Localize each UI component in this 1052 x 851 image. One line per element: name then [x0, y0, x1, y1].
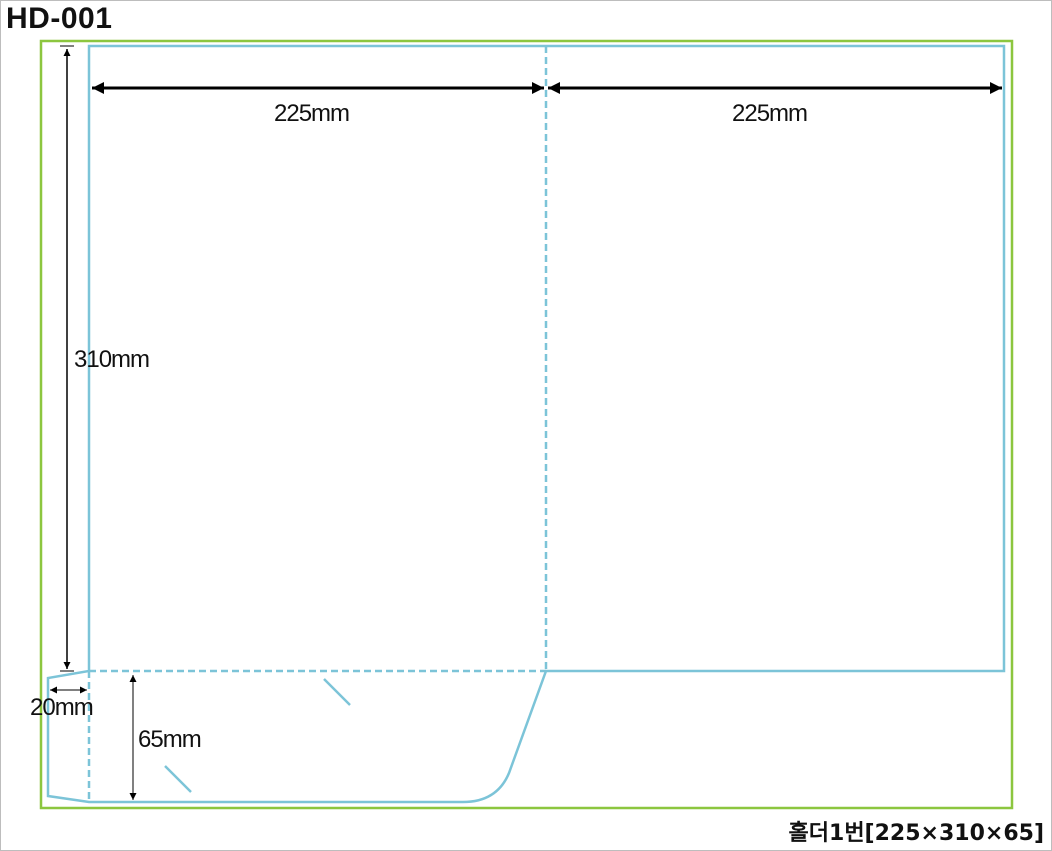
label-pocket-height: 65mm [138, 726, 202, 753]
label-height: 310mm [74, 346, 150, 373]
bleed-border [39, 39, 1014, 810]
card-slit-bottom [164, 765, 192, 793]
label-left-width: 225mm [274, 100, 350, 127]
label-right-width: 225mm [732, 100, 808, 127]
card-slit-top [323, 678, 351, 706]
die-cut-outline [46, 44, 1006, 804]
page-title: HD-001 [6, 2, 113, 35]
label-flap-width: 20mm [30, 694, 94, 721]
product-caption: 홀더1번[225×310×65] [788, 821, 1044, 846]
